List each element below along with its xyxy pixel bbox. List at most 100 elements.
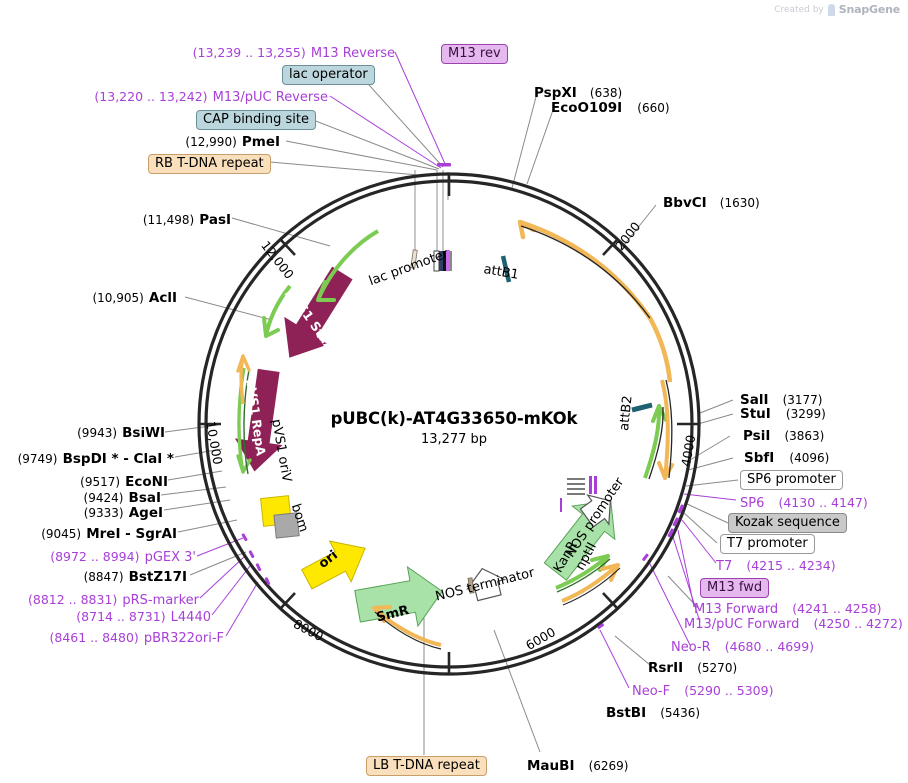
label-l4440-text: L4440 <box>170 610 211 625</box>
label-m13-puc-reverse-text: M13/pUC Reverse <box>212 90 328 105</box>
label-t7-promoter[interactable]: T7 promoter <box>720 534 815 554</box>
label-m13-reverse[interactable]: (13,239 .. 13,255) M13 Reverse <box>0 44 395 60</box>
label-psii[interactable]: PsiI (3863) <box>743 427 824 444</box>
plasmid-name: pUBC(k)-AT4G33650-mKOk <box>330 409 578 428</box>
label-sp6-promoter[interactable]: SP6 promoter <box>740 470 843 490</box>
label-neo-r[interactable]: Neo-R (4680 .. 4699) <box>671 638 814 654</box>
label-agei-text: AgeI <box>128 505 163 521</box>
label-bstbi-text: BstBI <box>606 705 647 721</box>
label-pbr322ori-f-text: pBR322ori-F <box>143 631 224 646</box>
label-t7-primer-position: (4215 .. 4234) <box>746 558 836 573</box>
label-m13-reverse-position: (13,239 .. 13,255) <box>192 45 306 60</box>
label-prs-marker-text: pRS-marker <box>122 593 199 608</box>
label-agei[interactable]: (9333) AgeI <box>0 504 163 521</box>
label-sali-position: (3177) <box>782 393 823 407</box>
label-lac-operator[interactable]: lac operator <box>282 65 375 85</box>
label-neo-r-position: (4680 .. 4699) <box>724 639 815 654</box>
feature-arrow-staa-green <box>316 229 380 302</box>
label-econi-position: (9517) <box>80 475 121 489</box>
label-maubi[interactable]: MauBI (6269) <box>527 757 628 774</box>
label-sbfi-position: (4096) <box>789 451 830 465</box>
label-prs-marker-position: (8812 .. 8831) <box>28 592 118 607</box>
ring-feature-label-smr: SmR <box>375 603 411 626</box>
label-maubi-text: MauBI <box>527 758 575 774</box>
label-pgex-3prime-text: pGEX 3' <box>144 550 196 565</box>
label-pgex-3prime[interactable]: (8972 .. 8994) pGEX 3' <box>0 548 196 564</box>
label-agei-position: (9333) <box>83 506 124 520</box>
label-pmei-text: PmeI <box>241 134 280 150</box>
label-bsiwi-position: (9943) <box>77 426 118 440</box>
ring-feature-label-bom: bom <box>287 502 311 535</box>
label-pspxi-text: PspXI <box>534 85 577 101</box>
label-neo-r-text: Neo-R <box>671 640 711 655</box>
label-cap-binding-site[interactable]: CAP binding site <box>196 110 317 130</box>
label-bsai[interactable]: (9424) BsaI <box>0 489 161 506</box>
label-psii-position: (3863) <box>784 429 825 443</box>
feature-box-pvs1-oriv <box>260 495 292 527</box>
feature-arrow-ori <box>300 540 366 590</box>
label-mrei-sgrai[interactable]: (9045) MreI - SgrAI <box>0 525 177 542</box>
label-prs-marker[interactable]: (8812 .. 8831) pRS-marker <box>0 591 199 607</box>
label-ecoo109i[interactable]: EcoO109I (660) <box>551 99 670 116</box>
label-acli-position: (10,905) <box>92 291 144 305</box>
label-mrei-sgrai-text: MreI - SgrAI <box>86 526 177 542</box>
ring-tick-label-6000: 6000 <box>523 624 559 653</box>
label-pgex-3prime-position: (8972 .. 8994) <box>50 549 140 564</box>
label-m13-puc-forward-text: M13/pUC Forward <box>684 617 800 632</box>
label-pmei[interactable]: (12,990) PmeI <box>0 133 280 150</box>
label-m13-forward-text: M13 Forward <box>694 602 779 617</box>
label-bsiwi[interactable]: (9943) BsiWI <box>0 424 165 441</box>
label-neo-f-text: Neo-F <box>632 684 671 699</box>
label-acli[interactable]: (10,905) AclI <box>0 289 177 306</box>
label-mrei-sgrai-position: (9045) <box>41 527 82 541</box>
label-m13-puc-reverse-position: (13,220 .. 13,242) <box>94 89 208 104</box>
label-bstbi[interactable]: BstBI (5436) <box>606 704 700 721</box>
label-pspxi[interactable]: PspXI (638) <box>534 84 622 101</box>
label-t7-primer-text: T7 <box>716 559 733 574</box>
label-m13-fwd[interactable]: M13 fwd <box>700 578 770 598</box>
label-bspdi-clai[interactable]: (9749) BspDI * - ClaI * <box>0 450 174 467</box>
label-m13-puc-forward[interactable]: M13/pUC Forward (4250 .. 4272) <box>684 615 903 631</box>
label-t7-primer[interactable]: T7 (4215 .. 4234) <box>716 557 836 573</box>
label-bbvci-position: (1630) <box>719 196 760 210</box>
label-sp6-primer-text: SP6 <box>740 496 765 511</box>
label-sp6-primer-position: (4130 .. 4147) <box>778 495 868 510</box>
label-stui[interactable]: StuI (3299) <box>740 405 826 422</box>
label-bbvci[interactable]: BbvCI (1630) <box>663 194 760 211</box>
ring-feature-label-lac-promoter: lac promoter <box>367 246 451 290</box>
label-m13-puc-reverse[interactable]: (13,220 .. 13,242) M13/pUC Reverse <box>0 88 328 104</box>
label-pspxi-position: (638) <box>589 86 623 100</box>
label-bsai-position: (9424) <box>83 491 124 505</box>
label-m13-forward[interactable]: M13 Forward (4241 .. 4258) <box>694 600 882 616</box>
label-bsiwi-text: BsiWI <box>122 425 165 441</box>
label-lb-tdna-repeat[interactable]: LB T-DNA repeat <box>366 756 487 776</box>
label-bsai-text: BsaI <box>128 490 161 506</box>
label-acli-text: AclI <box>148 290 177 306</box>
label-sali-text: SalI <box>740 392 769 408</box>
label-kozak-sequence[interactable]: Kozak sequence <box>728 513 847 533</box>
label-sp6-primer[interactable]: SP6 (4130 .. 4147) <box>740 494 868 510</box>
label-m13-rev[interactable]: M13 rev <box>441 44 508 64</box>
label-sbfi[interactable]: SbfI (4096) <box>744 449 829 466</box>
label-pasi-position: (11,498) <box>142 213 195 227</box>
plasmid-size: 13,277 bp <box>420 432 488 447</box>
label-rb-tdna-repeat[interactable]: RB T-DNA repeat <box>148 154 271 174</box>
snapgene-logo-icon <box>827 3 835 16</box>
feature-arrow-smr <box>354 565 443 628</box>
label-l4440[interactable]: (8714 .. 8731) L4440 <box>0 608 211 624</box>
label-rsrii[interactable]: RsrII (5270) <box>648 659 737 676</box>
label-neo-f[interactable]: Neo-F (5290 .. 5309) <box>632 682 773 698</box>
ring-feature-label-ori: ori <box>316 547 341 572</box>
label-pbr322ori-f[interactable]: (8461 .. 8480) pBR322ori-F <box>0 629 224 645</box>
label-bbvci-text: BbvCI <box>663 195 707 211</box>
snapgene-watermark: Created by SnapGene <box>774 3 900 16</box>
ring-tick-label-2000: 2000 <box>612 218 644 254</box>
label-pasi[interactable]: (11,498) PasI <box>0 211 231 228</box>
leader-lines-bottom <box>423 618 541 755</box>
label-bstz17i[interactable]: (8847) BstZ17I <box>0 568 187 585</box>
label-sali[interactable]: SalI (3177) <box>740 391 822 408</box>
label-rsrii-position: (5270) <box>697 661 738 675</box>
label-econi[interactable]: (9517) EcoNI <box>0 473 168 490</box>
label-stui-position: (3299) <box>785 407 826 421</box>
label-bspdi-clai-text: BspDI * - ClaI * <box>62 451 174 467</box>
